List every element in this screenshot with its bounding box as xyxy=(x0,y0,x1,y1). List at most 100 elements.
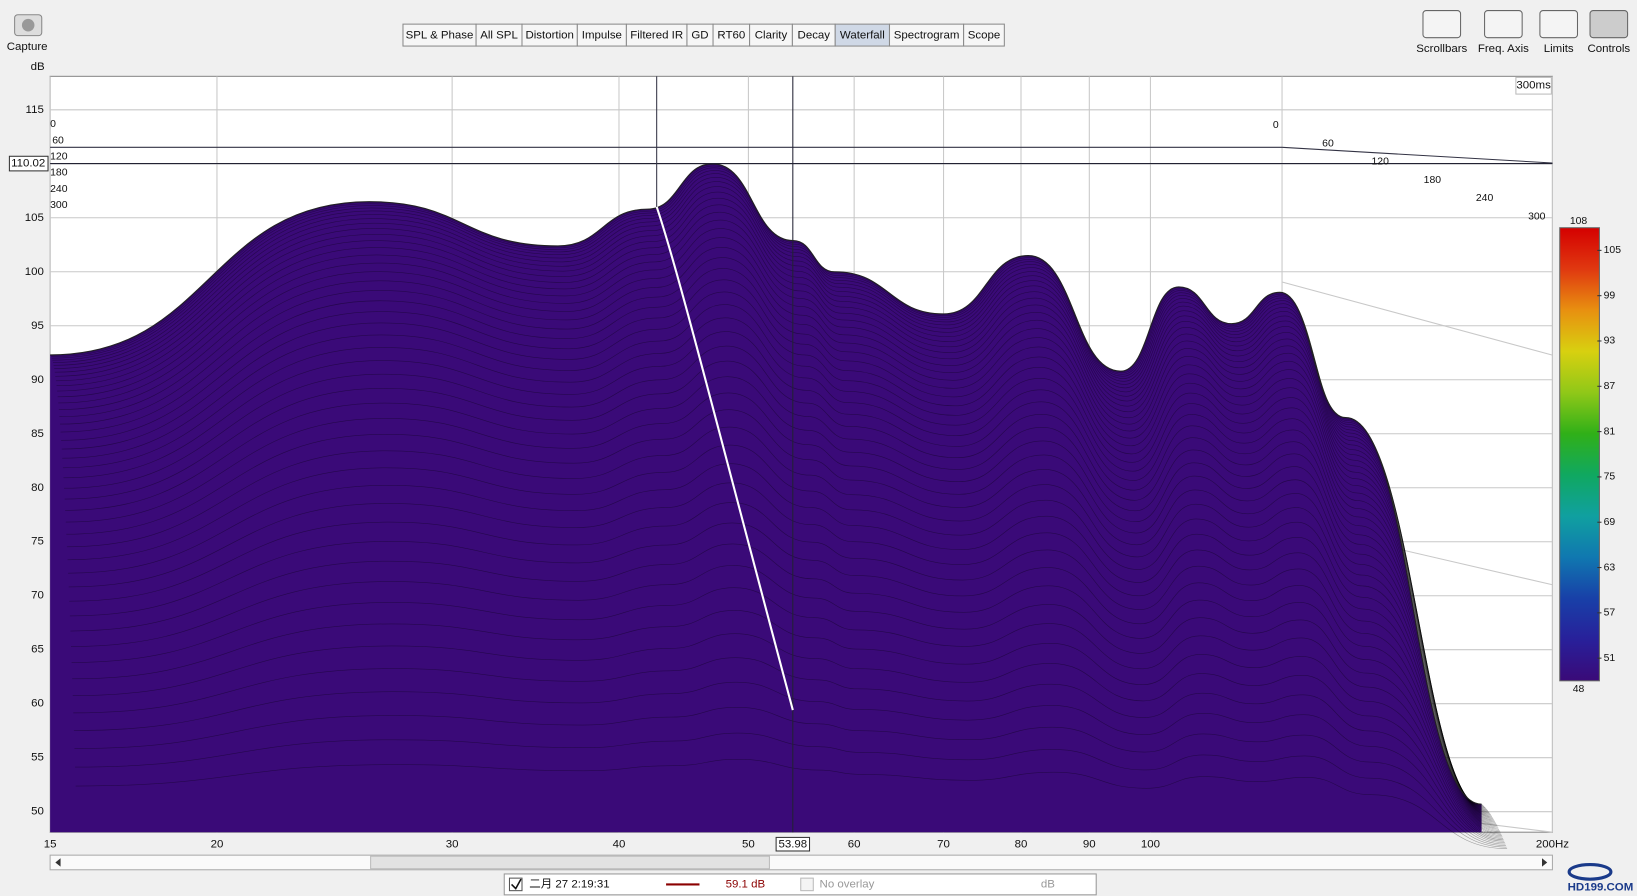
tab-label[interactable]: Decay xyxy=(798,30,831,42)
y-tick-label: 85 xyxy=(31,428,44,440)
slice-contour xyxy=(57,211,1489,812)
slice-contour xyxy=(74,706,1506,846)
slice-contour xyxy=(73,657,1505,843)
time-tick-label: 0 xyxy=(1273,120,1279,131)
tab-label[interactable]: All SPL xyxy=(480,30,518,42)
cursor-y-box xyxy=(8,155,49,172)
x-tick-label: 70 xyxy=(937,839,950,851)
tab-label[interactable]: Spectrogram xyxy=(894,30,960,42)
colorbar-tick-label: 51 xyxy=(1604,653,1616,664)
tab-button[interactable] xyxy=(963,23,1005,47)
slice-contour xyxy=(59,257,1492,816)
tool-icon[interactable] xyxy=(1484,10,1523,39)
slice-contour xyxy=(69,502,1501,834)
tab-label[interactable]: Impulse xyxy=(582,30,622,42)
tool-icon[interactable] xyxy=(1589,10,1629,39)
time-tick-label: 120 xyxy=(1371,157,1389,168)
slice-contour xyxy=(53,176,1486,808)
slice-contour xyxy=(65,392,1498,827)
y-tick-label: 65 xyxy=(31,644,44,656)
slice-contour xyxy=(61,291,1494,819)
x-tick-label: 90 xyxy=(1083,839,1096,851)
time-tick-label: 180 xyxy=(50,168,68,179)
checkbox[interactable] xyxy=(508,877,523,892)
y-tick-label: 105 xyxy=(25,212,44,224)
tab-label[interactable]: Distortion xyxy=(525,30,573,42)
tool-label[interactable]: Limits xyxy=(1544,43,1574,55)
tab-label[interactable]: SPL & Phase xyxy=(406,30,474,42)
level: 59.1 dB xyxy=(726,878,766,890)
time-range-box xyxy=(1515,76,1552,95)
slice-contour xyxy=(54,186,1487,809)
x-tick-label: 50 xyxy=(742,839,755,851)
measurement-date: 二月 27 2:19:31 xyxy=(529,878,609,890)
h-scrollbar[interactable] xyxy=(49,854,1553,871)
time-tick-label: 300 xyxy=(50,200,68,211)
scroll-left[interactable] xyxy=(55,858,61,867)
tool-label[interactable]: Scrollbars xyxy=(1416,43,1467,55)
slice-contour xyxy=(55,197,1488,811)
scroll-track xyxy=(49,854,1553,871)
slice-contour xyxy=(72,610,1504,841)
tool-label[interactable]: Controls xyxy=(1587,43,1630,55)
tool-icon[interactable] xyxy=(1422,10,1462,39)
capture-button[interactable]: Capture xyxy=(7,14,48,53)
slice-contour xyxy=(56,204,1488,812)
x-tick-label: 100 xyxy=(1141,839,1160,851)
slice-contour xyxy=(66,409,1498,828)
slice-contour xyxy=(70,565,1503,838)
surface-fill xyxy=(50,163,1482,833)
y-tick-label: 115 xyxy=(26,104,44,116)
colorbar-tick-label: 87 xyxy=(1604,381,1616,392)
y-tick-label: 70 xyxy=(31,590,44,602)
scroll-right[interactable] xyxy=(1541,858,1548,867)
slice-contour xyxy=(70,543,1502,836)
y-tick-label: 55 xyxy=(31,752,44,764)
tool-label[interactable]: Freq. Axis xyxy=(1478,43,1529,55)
tab-label[interactable]: Clarity xyxy=(755,30,788,42)
tool-icon[interactable] xyxy=(1539,10,1579,39)
overlay-checkbox[interactable] xyxy=(800,877,814,892)
logo-text: HD199.COM xyxy=(1568,882,1634,894)
time-tick-label: 120 xyxy=(50,151,68,162)
x-tick-label: 40 xyxy=(613,839,626,851)
slice-contour xyxy=(62,317,1495,821)
tab-label[interactable]: Scope xyxy=(968,30,1001,42)
slice-contour xyxy=(63,331,1495,822)
slice-contour xyxy=(58,228,1490,814)
x-tick-label: 15 xyxy=(44,839,57,851)
slice-contour xyxy=(62,304,1494,820)
scroll-thumb[interactable] xyxy=(370,855,770,870)
slice-contour xyxy=(61,279,1493,818)
y-tick-label: 90 xyxy=(31,374,44,386)
colorbar-min: 48 xyxy=(1573,684,1585,695)
colorbar-tick-label: 99 xyxy=(1604,290,1616,301)
slice-contour xyxy=(64,345,1496,823)
colorbar-tick-label: 105 xyxy=(1604,245,1622,256)
tab-label[interactable]: Waterfall xyxy=(840,30,885,42)
slice-contour xyxy=(73,681,1506,845)
slice-contour xyxy=(64,360,1497,824)
tab-label[interactable]: RT60 xyxy=(717,30,745,42)
overlay-label: No overlay xyxy=(820,878,875,890)
slice-contour xyxy=(57,219,1490,813)
time-tick-label: 60 xyxy=(52,135,64,146)
cursor-trace xyxy=(655,206,794,711)
slice-contour xyxy=(58,237,1491,815)
time-range-label: 300ms xyxy=(1516,80,1551,92)
cursor-overlay xyxy=(50,76,1553,833)
tab-label[interactable]: GD xyxy=(691,30,708,42)
overlay-unit: dB xyxy=(1041,878,1055,890)
logo: HD199.COM xyxy=(1567,862,1634,894)
time-tick-label: 240 xyxy=(50,184,68,195)
tab-label[interactable]: Filtered IR xyxy=(630,30,683,42)
x-tick-label: 80 xyxy=(1015,839,1028,851)
slice-contour xyxy=(75,732,1507,848)
logo-mark xyxy=(1567,862,1613,881)
y-tick-label: 60 xyxy=(31,698,44,710)
x-tick-label: 30 xyxy=(446,839,459,851)
slice-contour xyxy=(75,759,1508,850)
time-tick-label: 0 xyxy=(50,119,56,130)
